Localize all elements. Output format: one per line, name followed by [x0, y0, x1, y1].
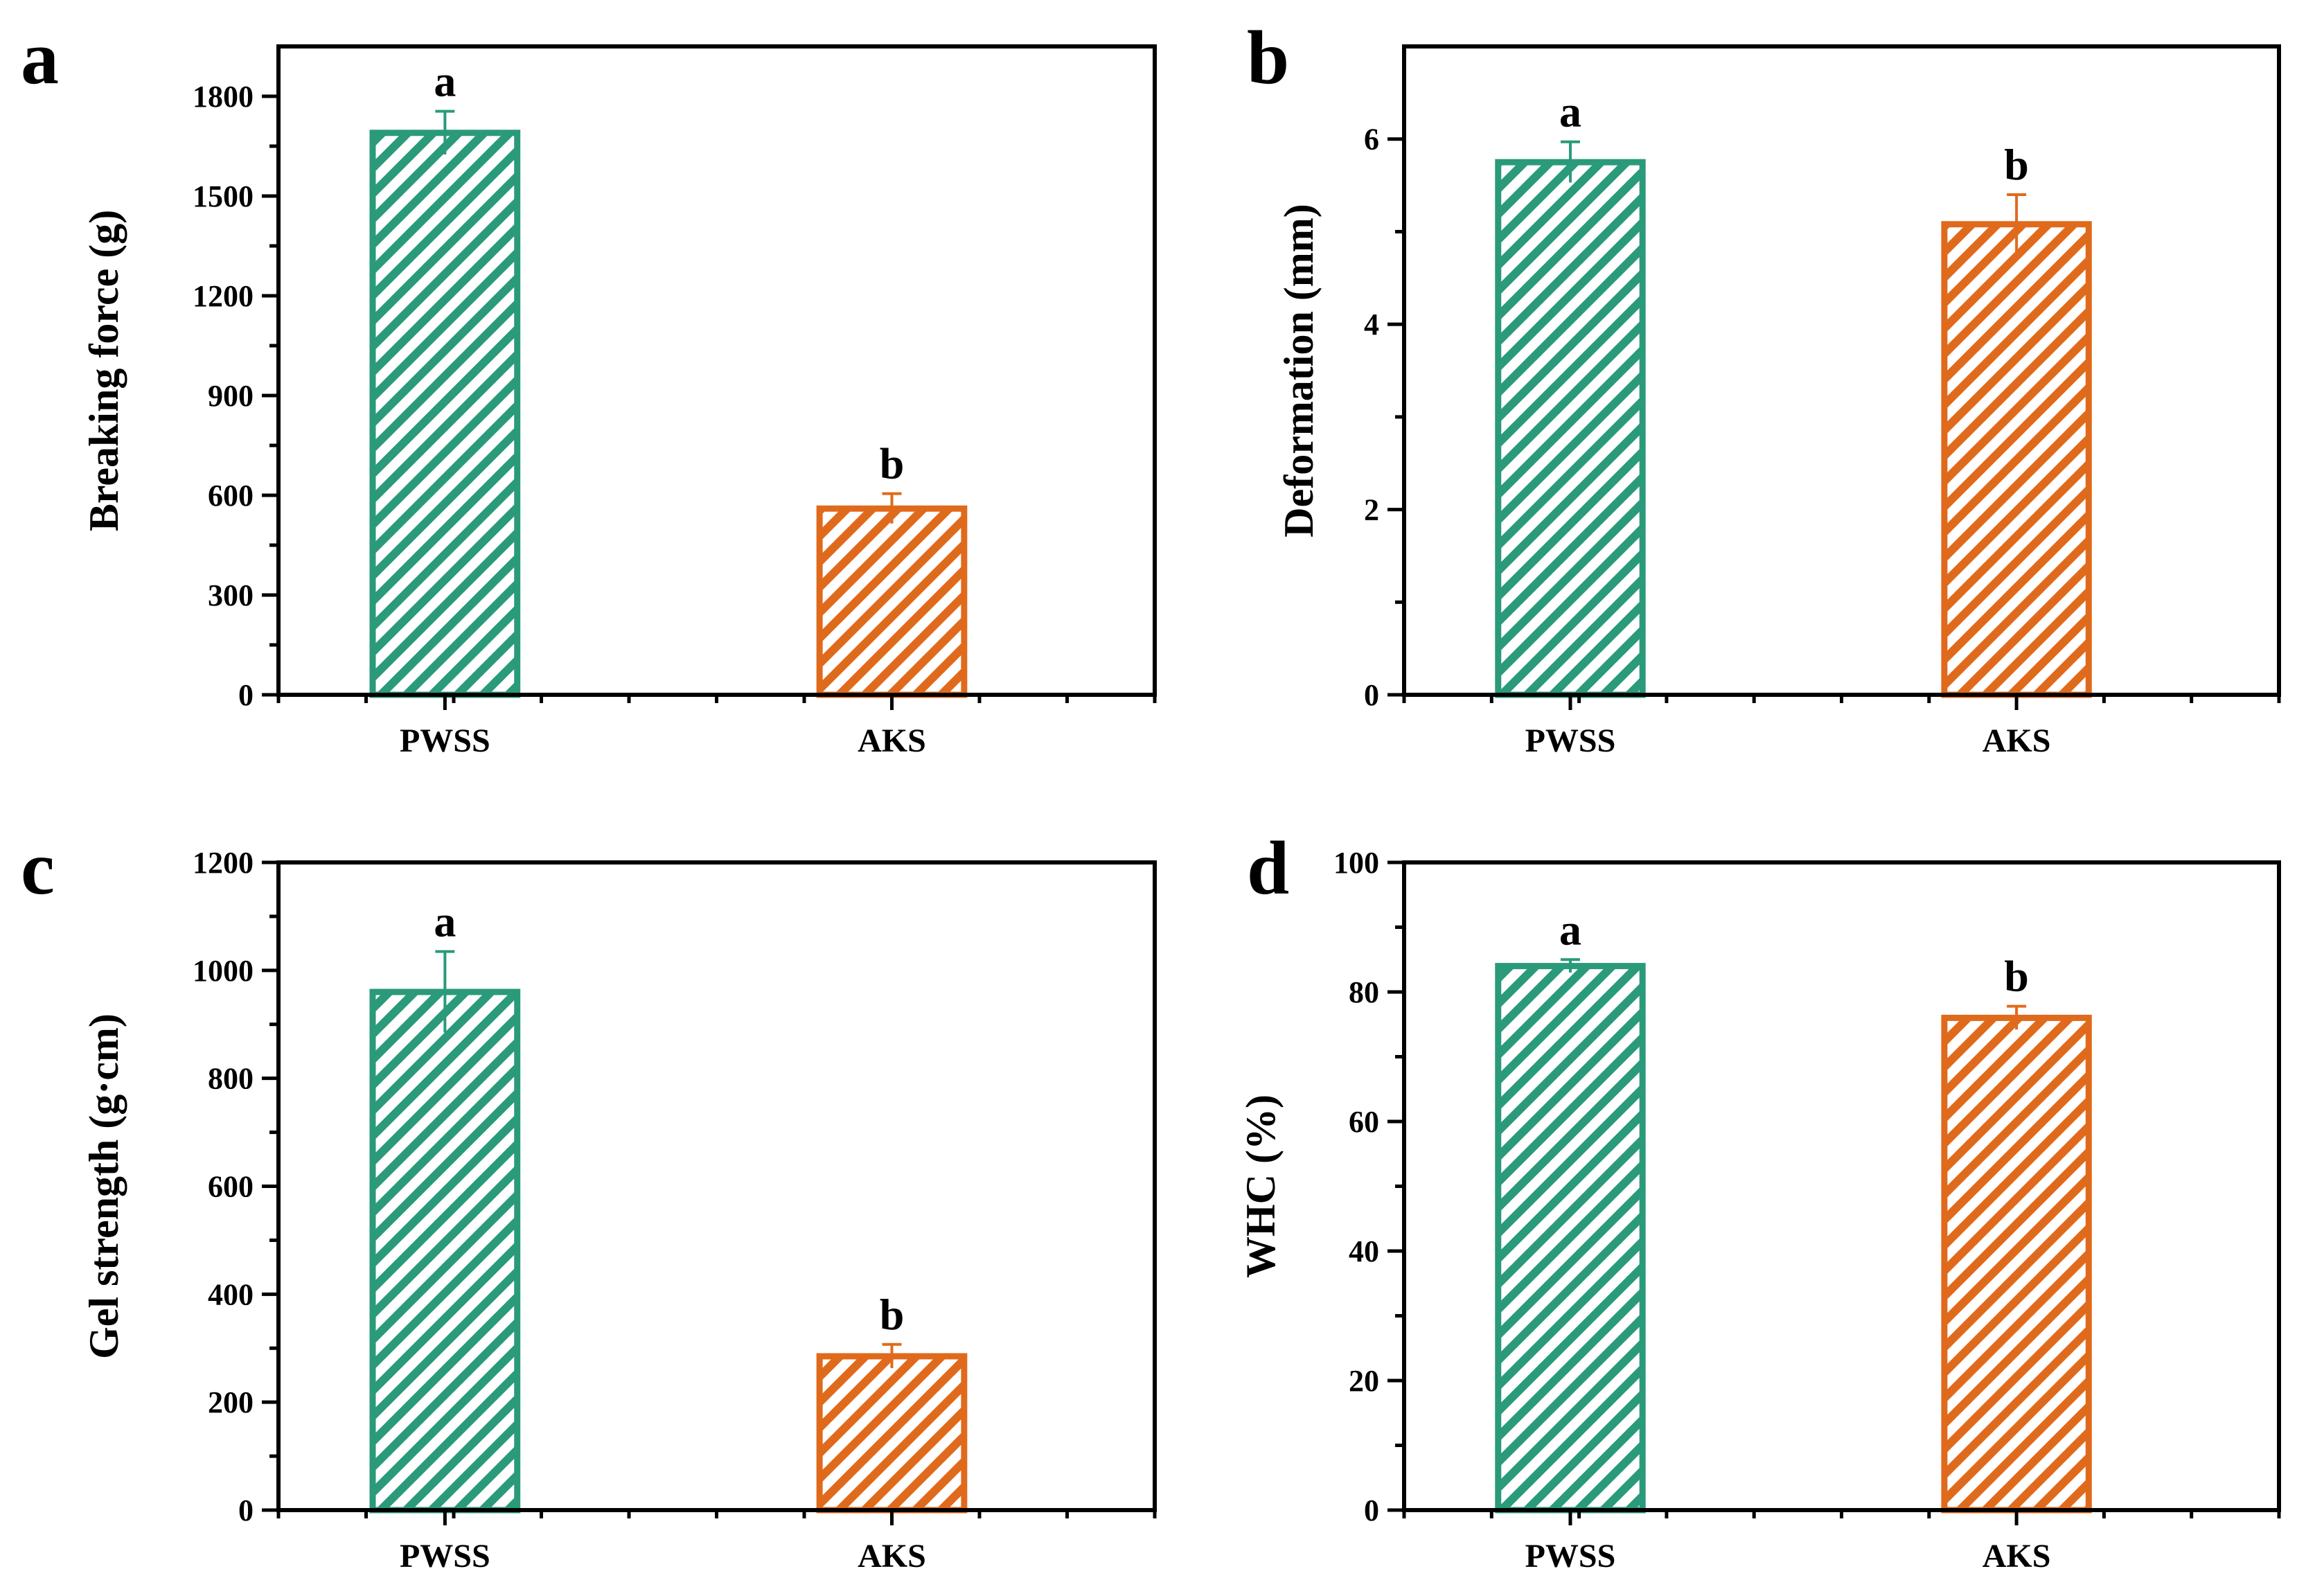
x-tick-label: AKS [858, 1538, 926, 1575]
significance-label: a [434, 897, 456, 946]
panel-letter: b [1247, 15, 1289, 100]
y-axis-title: Gel strength (g·cm) [81, 1013, 127, 1359]
y-tick-label: 0 [238, 678, 254, 712]
bar-aks [1941, 221, 2092, 698]
error-bar-pwss [1560, 958, 1580, 973]
x-tick-label: PWSS [400, 1538, 490, 1575]
y-tick-label: 1800 [193, 80, 254, 114]
plot-frame [276, 860, 1157, 1512]
y-axis-title: WHC (%) [1238, 1094, 1284, 1278]
significance-label: b [2004, 140, 2029, 189]
significance-label: b [2004, 952, 2029, 1001]
panel-letter: a [21, 15, 59, 100]
bar-aks [816, 1353, 968, 1514]
error-bar-aks [2007, 193, 2027, 254]
y-tick-label: 1500 [193, 179, 254, 213]
error-bar-aks [882, 1342, 902, 1369]
panel-letter: c [21, 826, 55, 910]
y-tick-label: 20 [1349, 1364, 1379, 1398]
x-tick-label: PWSS [1525, 1538, 1616, 1575]
y-tick-label: 60 [1349, 1105, 1379, 1139]
plot-frame [276, 44, 1157, 697]
error-bar-pwss [435, 109, 455, 154]
y-tick-label: 0 [238, 1493, 254, 1527]
significance-label: a [1559, 87, 1581, 136]
y-axis-title: Breaking force (g) [81, 210, 127, 531]
y-tick-label: 800 [208, 1062, 254, 1096]
y-tick-label: 80 [1349, 975, 1379, 1009]
chart-panel-a: a a PWSS b AKS 0 300 600 900 1200 1500 1800 Breaking… [21, 15, 1157, 759]
chart-panel-b: b a PWSS b AKS 0 2 4 6 Deformation (mm) [1247, 15, 2281, 759]
y-tick-label: 100 [1333, 846, 1379, 880]
chart-panel-c: c a PWSS b AKS 0 200 400 600 800 1000 1200 Gel stren… [21, 826, 1157, 1575]
y-tick-label: 4 [1364, 308, 1379, 342]
x-tick-label: AKS [1983, 722, 2051, 759]
y-tick-label: 900 [208, 379, 254, 413]
y-tick-label: 1200 [193, 846, 254, 880]
x-tick-label: PWSS [1525, 722, 1616, 759]
y-tick-label: 2 [1364, 493, 1379, 527]
error-bar-aks [882, 492, 902, 524]
y-tick-label: 0 [1364, 678, 1379, 712]
y-tick-label: 600 [208, 479, 254, 513]
y-tick-label: 1200 [193, 279, 254, 313]
y-tick-label: 6 [1364, 123, 1379, 157]
bar-aks [816, 505, 968, 698]
significance-label: b [880, 439, 905, 488]
x-tick-label: AKS [1983, 1538, 2051, 1575]
y-tick-label: 600 [208, 1170, 254, 1204]
significance-label: a [1559, 905, 1581, 954]
x-tick-label: PWSS [400, 722, 490, 759]
panel-letter: d [1247, 826, 1289, 910]
plot-frame [1402, 44, 2281, 697]
y-axis-title: Deformation (mm) [1276, 204, 1322, 538]
y-tick-label: 0 [1364, 1493, 1379, 1527]
y-tick-label: 40 [1349, 1234, 1379, 1268]
significance-label: b [880, 1290, 905, 1339]
significance-label: a [434, 57, 456, 106]
x-tick-label: AKS [858, 722, 926, 759]
plot-frame [1402, 860, 2281, 1512]
y-tick-label: 200 [208, 1385, 254, 1419]
bar-pwss [1495, 159, 1646, 698]
y-tick-label: 300 [208, 578, 254, 612]
bar-pwss [1495, 963, 1646, 1514]
error-bar-pwss [1560, 140, 1580, 183]
bar-aks [1941, 1014, 2092, 1514]
bar-pwss [369, 988, 521, 1514]
y-tick-label: 1000 [193, 954, 254, 988]
y-tick-label: 400 [208, 1277, 254, 1311]
chart-panel-d: d a PWSS b AKS 0 20 40 60 80 100 WHC (%) [1238, 826, 2281, 1575]
error-bar-pwss [435, 950, 455, 1033]
error-bar-aks [2007, 1004, 2027, 1030]
bar-pwss [369, 130, 521, 698]
